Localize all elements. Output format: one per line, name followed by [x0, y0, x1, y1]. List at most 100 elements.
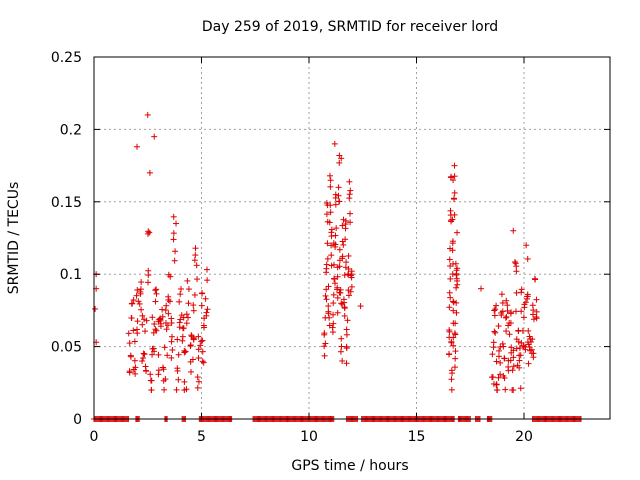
data-point	[497, 344, 504, 351]
data-point	[495, 374, 502, 381]
data-point	[170, 236, 177, 243]
data-point	[167, 273, 174, 280]
data-point	[493, 302, 500, 309]
data-point	[523, 242, 530, 249]
data-point	[499, 340, 506, 347]
data-point	[168, 354, 175, 361]
data-point	[346, 178, 353, 185]
data-point	[451, 189, 458, 196]
data-point	[157, 323, 164, 330]
data-point	[171, 257, 178, 264]
data-point	[326, 172, 333, 179]
data-point	[527, 347, 534, 354]
data-point	[194, 374, 201, 381]
data-point	[334, 309, 341, 316]
data-point	[510, 227, 517, 234]
data-point	[343, 331, 350, 338]
data-point	[198, 338, 205, 345]
data-point	[525, 327, 532, 334]
data-point	[336, 246, 343, 253]
data-point	[149, 351, 156, 358]
grid-lines	[94, 57, 610, 419]
data-point	[130, 366, 137, 373]
data-point	[133, 292, 140, 299]
data-point	[160, 377, 167, 384]
data-point	[127, 352, 134, 359]
data-point	[522, 346, 529, 353]
data-point	[533, 308, 540, 315]
data-point	[128, 315, 135, 322]
data-point	[183, 311, 190, 318]
data-point	[182, 348, 189, 355]
data-point	[169, 347, 176, 354]
data-point	[328, 233, 335, 240]
data-point	[502, 314, 509, 321]
data-point	[518, 289, 525, 296]
data-point	[339, 357, 346, 364]
data-point	[448, 338, 455, 345]
data-point	[172, 248, 179, 255]
data-point	[143, 317, 150, 324]
data-point	[345, 292, 352, 299]
data-point	[199, 358, 206, 365]
data-point	[164, 352, 171, 359]
data-point	[524, 255, 531, 262]
data-point	[191, 257, 198, 264]
data-point	[155, 351, 162, 358]
data-point	[322, 314, 329, 321]
data-point	[448, 173, 455, 180]
data-point	[342, 236, 349, 243]
data-point	[203, 266, 210, 273]
data-point	[450, 342, 457, 349]
data-point	[516, 357, 523, 364]
data-point	[520, 314, 527, 321]
data-point	[499, 299, 506, 306]
data-point	[488, 374, 495, 381]
data-point	[446, 289, 453, 296]
data-point	[510, 387, 517, 394]
data-point	[151, 133, 158, 140]
data-point	[519, 327, 526, 334]
data-point	[199, 337, 206, 344]
data-point	[448, 376, 455, 383]
data-point	[184, 277, 191, 284]
data-point	[142, 328, 149, 335]
data-point	[452, 331, 459, 338]
data-point	[478, 285, 484, 292]
data-point	[336, 263, 343, 270]
data-point	[450, 177, 457, 184]
data-point	[328, 252, 335, 259]
y-tick-label: 0.1	[60, 267, 82, 283]
data-point	[177, 291, 184, 298]
data-point	[502, 386, 509, 393]
data-points	[92, 111, 540, 394]
data-point	[321, 352, 328, 359]
data-point	[322, 292, 329, 299]
data-point	[323, 211, 330, 218]
data-point	[328, 226, 335, 233]
data-point	[524, 295, 531, 302]
data-point	[533, 296, 540, 303]
data-point	[190, 307, 197, 314]
data-point	[500, 372, 507, 379]
data-point	[321, 343, 328, 350]
data-point	[150, 345, 157, 352]
data-point	[506, 331, 513, 338]
data-point	[504, 302, 511, 309]
data-point	[152, 298, 159, 305]
data-point	[532, 276, 539, 283]
data-point	[449, 370, 456, 377]
data-point	[511, 259, 518, 266]
data-point	[348, 283, 355, 290]
data-point	[345, 271, 352, 278]
data-point	[177, 316, 184, 323]
data-point	[134, 318, 141, 325]
data-point	[194, 384, 201, 391]
data-point	[168, 333, 175, 340]
data-point	[195, 378, 202, 385]
data-point	[530, 350, 537, 357]
data-point	[153, 327, 160, 334]
data-point	[199, 348, 206, 355]
data-point	[321, 330, 328, 337]
